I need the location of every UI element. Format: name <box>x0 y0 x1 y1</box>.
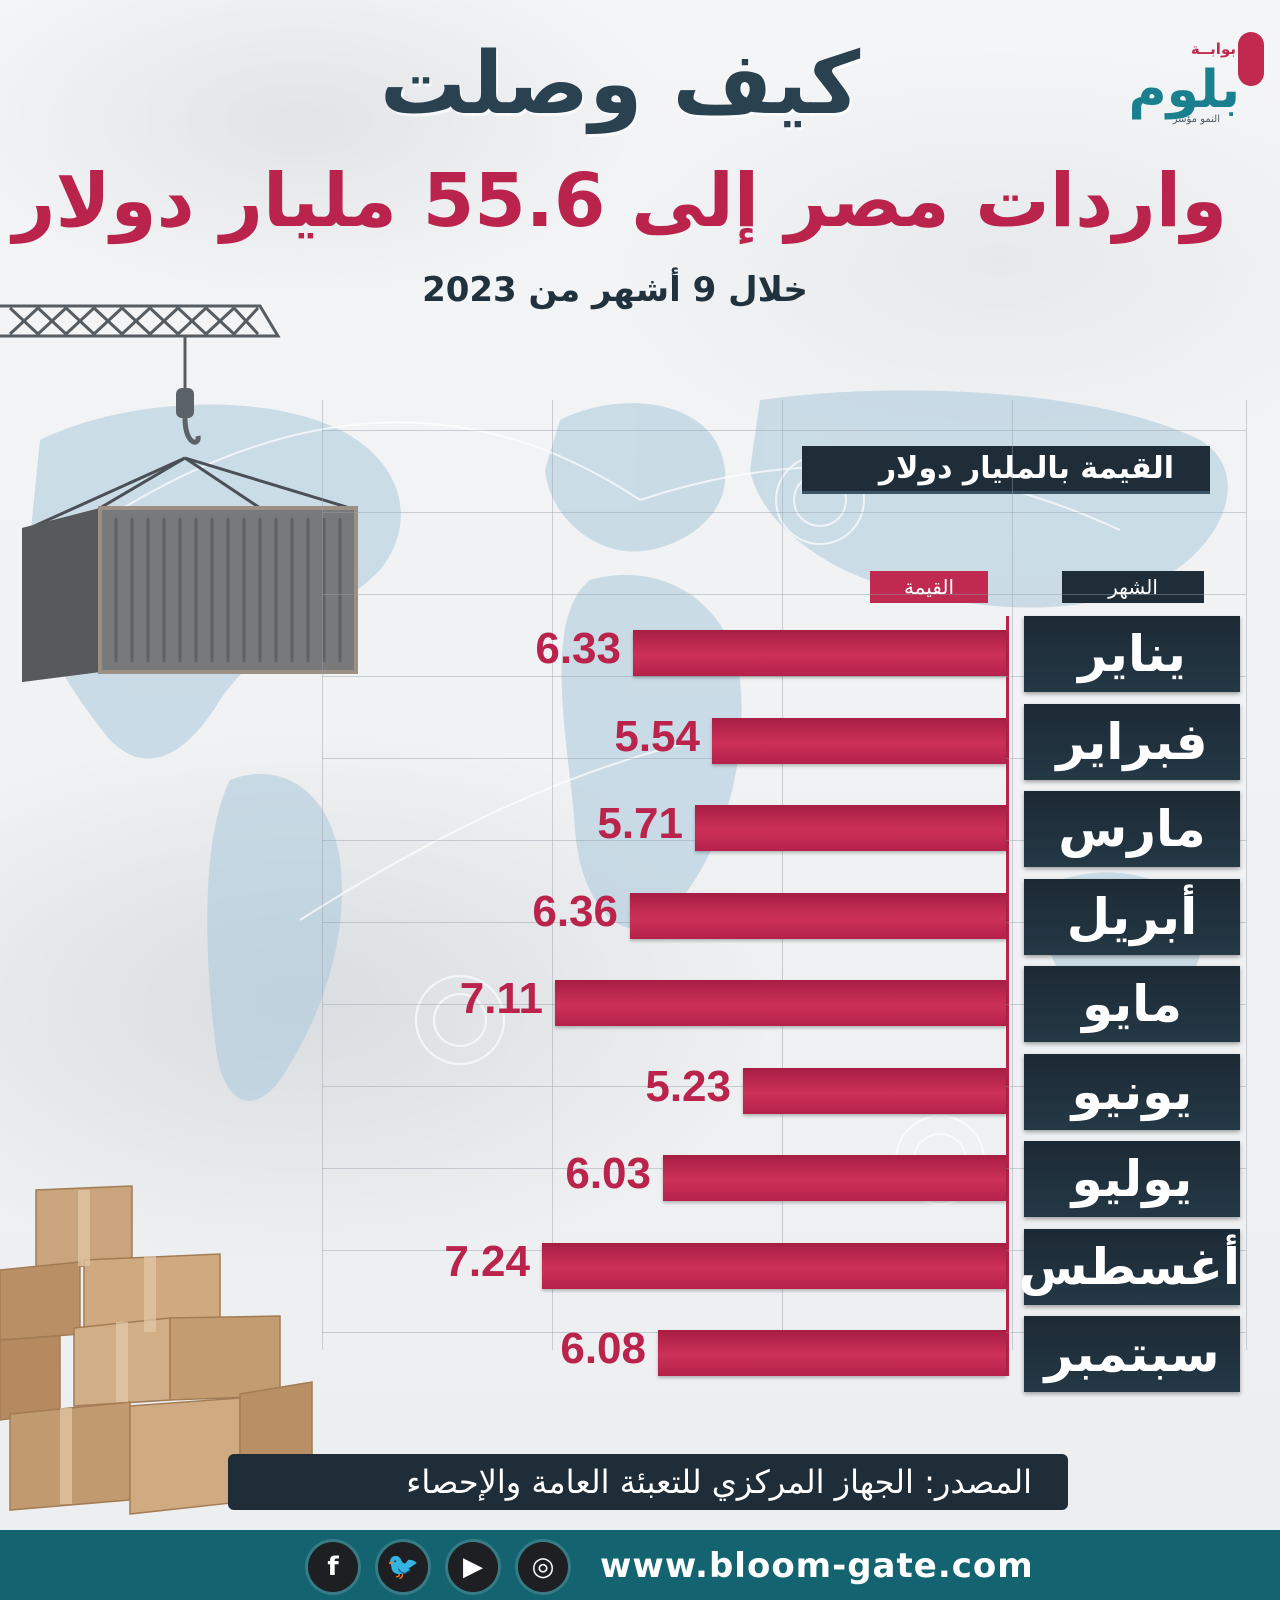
bar-value-label: 6.33 <box>535 624 621 673</box>
bar <box>712 717 1006 764</box>
grid-line-horizontal <box>322 594 1246 595</box>
bloom-logo[interactable]: بوابــة بلوم النمو مؤشر <box>1110 28 1270 128</box>
footer-bar <box>0 1530 1280 1600</box>
grid-line-vertical <box>322 400 323 1350</box>
chart-axis-line <box>1006 616 1009 1376</box>
bar-value-label: 7.24 <box>444 1236 530 1286</box>
facebook-icon[interactable]: f <box>308 1542 358 1592</box>
bar <box>630 892 1006 939</box>
logo-main-text: بلوم <box>1128 60 1240 120</box>
microphone-icon <box>1238 32 1264 86</box>
instagram-icon[interactable]: ◎ <box>518 1542 568 1592</box>
column-header-month: الشهر <box>1062 571 1204 603</box>
bar-value-label: 7.11 <box>459 974 543 1023</box>
logo-tagline: النمو مؤشر <box>1172 114 1220 125</box>
youtube-icon[interactable]: ▶ <box>448 1542 498 1592</box>
logo-top-text: بوابــة <box>1190 40 1236 58</box>
bar-value-label: 6.36 <box>532 886 618 936</box>
page-title: كيف وصلت <box>379 34 861 134</box>
month-label: أغسطس <box>1018 1228 1240 1305</box>
bar <box>663 1155 1006 1201</box>
page-title-line2: واردات مصر إلى 55.6 مليار دولار <box>12 158 1228 244</box>
grid-line-vertical <box>1246 400 1247 1350</box>
month-label: يوليو <box>1024 1141 1240 1217</box>
grid-line-vertical <box>782 400 783 1350</box>
grid-line-horizontal <box>322 676 1246 677</box>
month-label: يونيو <box>1024 1053 1240 1130</box>
bar <box>695 805 1006 851</box>
cardboard-boxes-illustration <box>0 1185 313 1515</box>
grid-line-vertical <box>552 400 553 1350</box>
month-label: يناير <box>1024 616 1240 692</box>
bar <box>633 630 1006 676</box>
grid-line-horizontal <box>322 512 1246 513</box>
month-label: فبراير <box>1024 703 1240 780</box>
bar <box>743 1067 1006 1114</box>
grid-line-horizontal <box>322 430 1246 431</box>
month-label: سبتمبر <box>1024 1316 1240 1392</box>
website-link[interactable]: www.bloom-gate.com <box>600 1546 1034 1586</box>
month-label: مايو <box>1024 966 1240 1042</box>
month-label: أبريل <box>1024 878 1240 955</box>
bar <box>658 1330 1006 1376</box>
unit-label: القيمة بالمليار دولار <box>802 446 1210 494</box>
source-note: المصدر: الجهاز المركزي للتعبئة العامة وا… <box>228 1454 1068 1510</box>
bar-value-label: 6.03 <box>565 1149 651 1198</box>
column-header-value: القيمة <box>870 571 988 603</box>
grid-line-vertical <box>1012 400 1013 1350</box>
bar-value-label: 5.54 <box>614 711 700 761</box>
bar <box>555 980 1006 1026</box>
bar-value-label: 6.08 <box>560 1324 646 1373</box>
twitter-icon[interactable]: 🐦 <box>378 1542 428 1592</box>
bar <box>542 1242 1006 1289</box>
month-label: مارس <box>1024 791 1240 867</box>
bar-value-label: 5.71 <box>597 799 683 848</box>
crane-container-illustration <box>0 304 358 682</box>
bar-value-label: 5.23 <box>645 1061 731 1111</box>
page-subtitle: خلال 9 أشهر من 2023 <box>422 270 808 310</box>
